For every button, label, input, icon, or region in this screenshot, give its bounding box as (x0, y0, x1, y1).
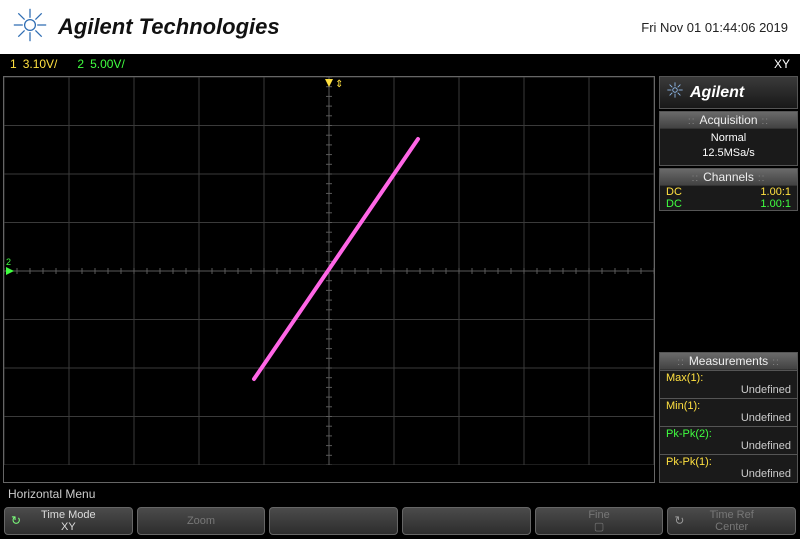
status-ch2-index: 2 (77, 57, 84, 71)
softkey-time-ref-value: Center (668, 521, 795, 533)
channel-1-coupling: DC (666, 186, 682, 198)
softkey-time-mode-label: Time Mode (5, 509, 132, 521)
header-bar: Agilent Technologies Fri Nov 01 01:44:06… (0, 0, 800, 54)
agilent-logo-icon (12, 7, 48, 48)
acquisition-mode: Normal (666, 131, 791, 146)
measurement-label: Max(1): (666, 372, 791, 384)
status-ch2-scale: 5.00V/ (90, 57, 125, 71)
measurement-value: Undefined (666, 440, 791, 452)
softkey-time-ref-label: Time Ref (668, 509, 795, 521)
channel-row-1: DC 1.00:1 (660, 186, 797, 198)
channel-row-2: DC 1.00:1 (660, 198, 797, 210)
measurement-label: Min(1): (666, 400, 791, 412)
main-area: ⇕2 Agilent (0, 74, 800, 485)
softkey-time-mode-value: XY (5, 521, 132, 533)
softkey-fine[interactable]: Fine ▢ (535, 507, 664, 535)
softkey-time-ref[interactable]: ↻ Time Ref Center (667, 507, 796, 535)
agilent-small-logo-icon (666, 81, 684, 104)
status-ch1-index: 1 (10, 57, 17, 71)
channel-1-probe: 1.00:1 (760, 186, 791, 198)
measurement-item: Max(1):Undefined (660, 370, 797, 398)
softkey-empty-1[interactable] (269, 507, 398, 535)
measurements-panel: ::Measurements:: Max(1):UndefinedMin(1):… (659, 352, 798, 483)
softkey-empty-2[interactable] (402, 507, 531, 535)
side-panel: Agilent ::Acquisition:: Normal 12.5MSa/s… (655, 74, 800, 485)
softkey-fine-label: Fine (536, 509, 663, 521)
side-brand-label: Agilent (690, 84, 744, 102)
channels-panel: ::Channels:: DC 1.00:1 DC 1.00:1 (659, 168, 798, 211)
channel-2-probe: 1.00:1 (760, 198, 791, 210)
horizontal-menu-label: Horizontal Menu (0, 485, 800, 505)
header-timestamp: Fri Nov 01 01:44:06 2019 (641, 20, 788, 35)
channel-2-coupling: DC (666, 198, 682, 210)
softkey-fine-box: ▢ (536, 521, 663, 533)
rotary-icon: ↻ (674, 514, 684, 527)
header-left: Agilent Technologies (12, 7, 280, 48)
status-bar: 1 3.10V/ 2 5.00V/ XY (0, 54, 800, 74)
status-ch1-scale: 3.10V/ (23, 57, 58, 71)
measurements-title: Measurements (689, 354, 768, 368)
acquisition-rate: 12.5MSa/s (666, 146, 791, 161)
side-brand-panel: Agilent (659, 76, 798, 109)
acquisition-panel: ::Acquisition:: Normal 12.5MSa/s (659, 111, 798, 166)
svg-text:2: 2 (6, 257, 11, 267)
acquisition-title: Acquisition (699, 113, 757, 127)
measurement-item: Pk-Pk(1):Undefined (660, 454, 797, 482)
measurement-item: Pk-Pk(2):Undefined (660, 426, 797, 454)
softkey-time-mode[interactable]: ↻ Time Mode XY (4, 507, 133, 535)
measurement-label: Pk-Pk(2): (666, 428, 791, 440)
svg-text:⇕: ⇕ (335, 79, 343, 90)
xy-plot[interactable]: ⇕2 (3, 76, 655, 483)
measurement-label: Pk-Pk(1): (666, 456, 791, 468)
measurement-item: Min(1):Undefined (660, 398, 797, 426)
softkey-zoom[interactable]: Zoom (137, 507, 266, 535)
status-mode: XY (774, 57, 790, 71)
channels-title: Channels (703, 170, 754, 184)
measurement-value: Undefined (666, 384, 791, 396)
softkey-bar: ↻ Time Mode XY Zoom Fine ▢ ↻ Time Ref Ce… (0, 505, 800, 539)
measurement-value: Undefined (666, 412, 791, 424)
measurement-value: Undefined (666, 468, 791, 480)
rotary-icon: ↻ (11, 514, 21, 527)
brand-title: Agilent Technologies (58, 14, 280, 40)
softkey-zoom-label: Zoom (138, 515, 265, 527)
